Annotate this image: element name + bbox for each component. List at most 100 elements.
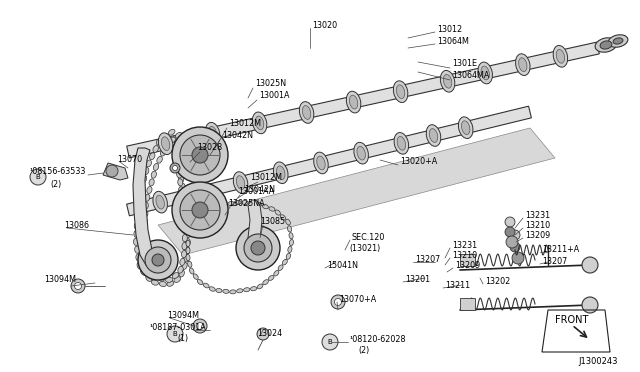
Text: J1300243: J1300243	[578, 357, 618, 366]
Circle shape	[505, 217, 515, 227]
Ellipse shape	[151, 171, 156, 178]
Ellipse shape	[143, 202, 148, 209]
Ellipse shape	[280, 215, 285, 220]
Ellipse shape	[135, 206, 140, 214]
Circle shape	[192, 147, 208, 163]
Ellipse shape	[197, 279, 203, 285]
Text: 13020+A: 13020+A	[400, 157, 437, 167]
Ellipse shape	[303, 106, 311, 119]
Text: FRONT: FRONT	[555, 315, 588, 325]
Text: 13211: 13211	[445, 280, 470, 289]
Ellipse shape	[269, 207, 275, 211]
Ellipse shape	[179, 187, 184, 194]
Ellipse shape	[134, 246, 140, 253]
Ellipse shape	[168, 129, 175, 135]
Polygon shape	[133, 148, 155, 268]
Text: B: B	[36, 174, 40, 180]
Ellipse shape	[444, 74, 452, 88]
Ellipse shape	[349, 95, 358, 109]
Circle shape	[331, 295, 345, 309]
Circle shape	[512, 252, 524, 264]
Ellipse shape	[182, 263, 187, 269]
Ellipse shape	[173, 144, 178, 151]
Ellipse shape	[186, 239, 190, 246]
Circle shape	[192, 202, 208, 218]
Ellipse shape	[136, 254, 141, 261]
Ellipse shape	[166, 278, 173, 282]
Text: 13028: 13028	[197, 144, 222, 153]
Circle shape	[196, 323, 204, 330]
Text: (2): (2)	[358, 346, 369, 356]
Ellipse shape	[134, 222, 140, 230]
Ellipse shape	[556, 49, 564, 63]
Ellipse shape	[164, 142, 170, 149]
Ellipse shape	[481, 66, 490, 80]
Circle shape	[172, 182, 228, 238]
Ellipse shape	[230, 290, 236, 294]
Ellipse shape	[190, 228, 195, 234]
Text: B: B	[173, 331, 177, 337]
Circle shape	[510, 230, 520, 240]
Circle shape	[173, 166, 177, 170]
Circle shape	[322, 334, 338, 350]
Ellipse shape	[184, 247, 189, 254]
Ellipse shape	[186, 247, 190, 254]
Circle shape	[335, 298, 342, 305]
Ellipse shape	[275, 210, 280, 215]
Ellipse shape	[178, 179, 183, 186]
Ellipse shape	[175, 132, 182, 138]
Text: 13001A: 13001A	[259, 92, 289, 100]
Ellipse shape	[180, 183, 185, 190]
Text: 13085: 13085	[260, 218, 285, 227]
Ellipse shape	[461, 121, 470, 135]
Ellipse shape	[179, 175, 184, 182]
Ellipse shape	[268, 275, 274, 280]
Polygon shape	[246, 200, 262, 258]
Ellipse shape	[249, 201, 255, 205]
Ellipse shape	[179, 195, 184, 202]
Text: 13042N: 13042N	[244, 186, 275, 195]
Ellipse shape	[140, 183, 145, 190]
Ellipse shape	[282, 259, 287, 265]
Ellipse shape	[153, 145, 159, 153]
Ellipse shape	[162, 134, 168, 140]
Ellipse shape	[158, 133, 173, 154]
Ellipse shape	[149, 179, 154, 186]
Ellipse shape	[175, 160, 180, 167]
Ellipse shape	[145, 258, 150, 265]
Ellipse shape	[182, 199, 188, 206]
Text: 13202: 13202	[485, 276, 510, 285]
Text: 13070+A: 13070+A	[339, 295, 376, 304]
Text: (1): (1)	[177, 334, 188, 343]
Text: 15041N: 15041N	[327, 260, 358, 269]
Ellipse shape	[285, 219, 291, 225]
Ellipse shape	[255, 116, 264, 130]
Ellipse shape	[209, 287, 215, 291]
Ellipse shape	[143, 210, 148, 217]
Circle shape	[145, 247, 171, 273]
Ellipse shape	[215, 205, 221, 210]
Text: 13042N: 13042N	[222, 131, 253, 141]
Ellipse shape	[209, 126, 217, 140]
Text: 13231: 13231	[525, 211, 550, 219]
Ellipse shape	[287, 226, 292, 232]
Ellipse shape	[394, 81, 408, 103]
Text: 13094M: 13094M	[167, 311, 199, 320]
Ellipse shape	[175, 155, 180, 162]
Ellipse shape	[141, 269, 147, 275]
Text: 13201: 13201	[405, 275, 430, 283]
Ellipse shape	[180, 203, 186, 210]
Text: 13207: 13207	[542, 257, 567, 266]
Ellipse shape	[236, 176, 244, 189]
Text: 13211+A: 13211+A	[542, 244, 579, 253]
Circle shape	[30, 169, 46, 185]
Polygon shape	[127, 106, 531, 216]
Ellipse shape	[276, 166, 285, 180]
Ellipse shape	[196, 186, 205, 199]
Ellipse shape	[317, 156, 325, 170]
Text: 13024: 13024	[257, 328, 282, 337]
Text: SEC.120: SEC.120	[352, 232, 385, 241]
Polygon shape	[127, 42, 599, 158]
Ellipse shape	[205, 122, 220, 144]
Ellipse shape	[286, 253, 291, 259]
